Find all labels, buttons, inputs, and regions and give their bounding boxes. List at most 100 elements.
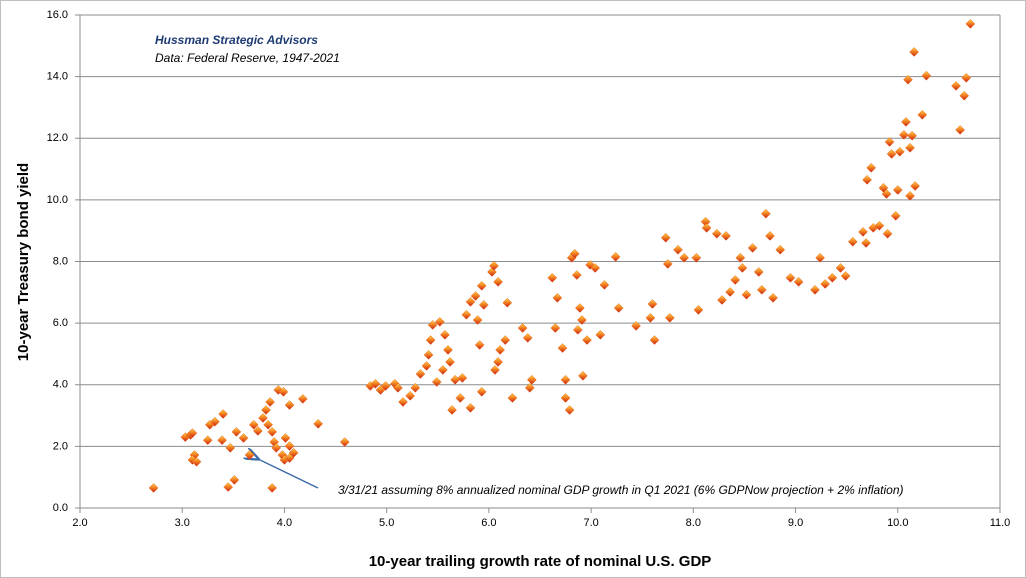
point: [649, 335, 660, 345]
point: [410, 382, 421, 393]
x-tick-label: 2.0: [72, 517, 87, 529]
y-axis-title: 10-year Treasury bond yield: [15, 163, 32, 361]
x-tick-label: 7.0: [583, 517, 598, 529]
point: [765, 231, 775, 241]
point: [202, 435, 213, 446]
point: [550, 323, 561, 333]
point: [610, 252, 621, 262]
point: [631, 321, 641, 331]
point: [647, 299, 658, 309]
point: [297, 394, 308, 404]
x-tick-label: 9.0: [788, 517, 803, 529]
point: [815, 252, 825, 263]
x-axis-title: 10-year trailing growth rate of nominal …: [369, 553, 712, 570]
point: [238, 433, 249, 443]
point: [457, 373, 468, 383]
point: [753, 267, 764, 277]
point: [892, 185, 903, 195]
point: [476, 386, 487, 397]
point: [507, 393, 518, 403]
point: [907, 130, 917, 141]
point: [271, 443, 282, 453]
point: [901, 117, 911, 127]
point: [370, 378, 381, 389]
point: [421, 361, 432, 371]
y-tick-label: 8.0: [53, 255, 68, 267]
point: [721, 231, 731, 241]
point: [965, 19, 976, 29]
y-tick-label: 6.0: [53, 317, 68, 329]
point: [730, 275, 741, 285]
point: [575, 303, 585, 313]
point: [756, 284, 767, 295]
point: [434, 317, 445, 327]
point: [571, 270, 582, 280]
point: [472, 315, 483, 325]
x-tick-label: 10.0: [887, 517, 908, 529]
point: [267, 483, 278, 493]
point: [393, 382, 403, 393]
x-tick-label: 6.0: [481, 517, 496, 529]
y-tick-label: 16.0: [47, 9, 68, 21]
point: [490, 365, 500, 375]
point: [284, 441, 295, 451]
point: [522, 333, 533, 343]
point: [244, 450, 255, 460]
point: [445, 357, 455, 367]
annotation: 3/31/21 assuming 8% annualized nominal G…: [338, 483, 904, 497]
y-tick-label: 14.0: [47, 71, 68, 83]
point: [229, 475, 240, 485]
point: [470, 291, 481, 301]
point: [560, 374, 571, 385]
point: [717, 295, 727, 305]
point: [405, 390, 416, 401]
point: [959, 90, 970, 101]
point: [547, 272, 558, 283]
point: [909, 47, 919, 57]
point: [775, 244, 786, 255]
point: [827, 272, 838, 283]
point: [284, 400, 295, 410]
point: [210, 416, 220, 427]
point: [461, 309, 472, 320]
point: [691, 252, 702, 263]
point: [148, 483, 159, 493]
x-tick-label: 8.0: [686, 517, 701, 529]
point: [921, 70, 932, 81]
point: [440, 329, 450, 340]
point: [552, 293, 563, 303]
point: [861, 238, 871, 248]
point: [191, 456, 202, 467]
point: [701, 223, 712, 233]
point: [894, 146, 905, 157]
point: [258, 413, 268, 423]
point: [288, 447, 299, 458]
point: [564, 405, 575, 415]
point: [474, 340, 485, 350]
y-tick-label: 12.0: [47, 132, 68, 144]
point: [278, 386, 289, 397]
x-tick-label: 5.0: [379, 517, 394, 529]
point: [225, 443, 236, 453]
point: [664, 313, 675, 323]
point: [955, 125, 965, 135]
point: [217, 435, 227, 446]
point: [465, 297, 476, 307]
point: [673, 244, 683, 255]
y-tick-label: 2.0: [53, 440, 68, 452]
point: [187, 428, 198, 438]
point: [261, 405, 271, 415]
point: [660, 232, 671, 243]
point: [840, 271, 851, 281]
point: [951, 81, 961, 91]
point: [248, 419, 259, 430]
point: [500, 335, 511, 345]
chart-subtitle: Data: Federal Reserve, 1947-2021: [155, 51, 340, 65]
point: [415, 369, 426, 379]
point: [866, 162, 877, 173]
point: [737, 263, 748, 273]
point: [517, 323, 528, 333]
point: [431, 377, 442, 387]
point: [253, 426, 263, 436]
point: [502, 297, 513, 308]
